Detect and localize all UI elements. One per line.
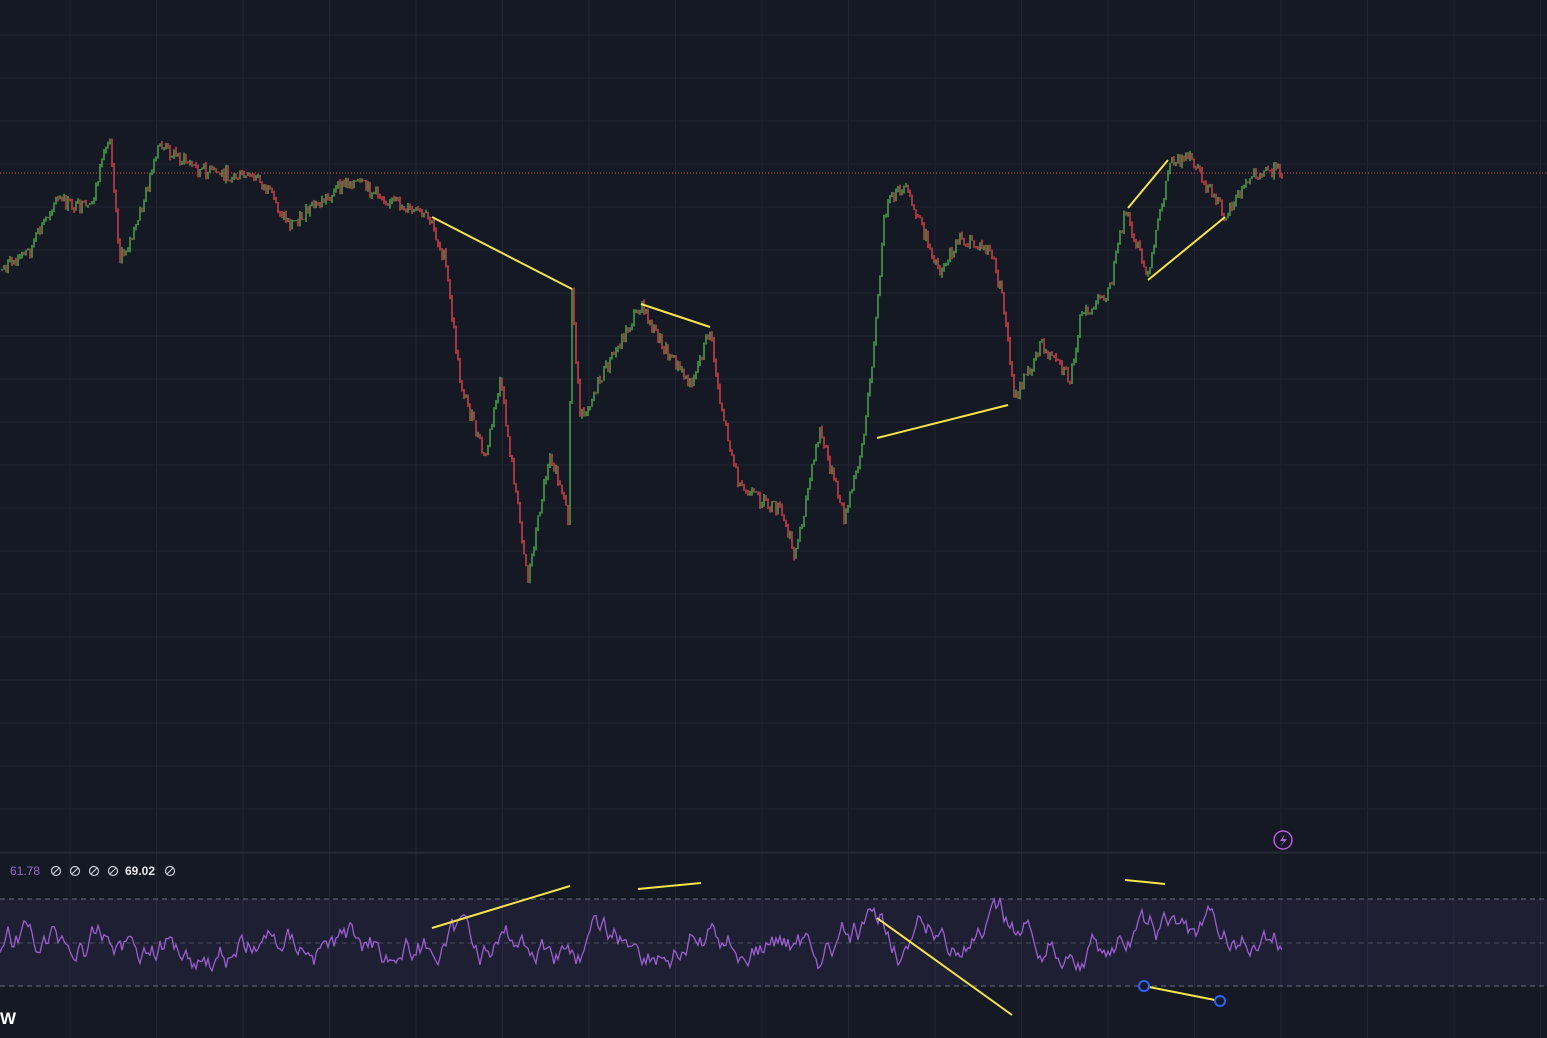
hidden-icon[interactable]	[107, 865, 119, 877]
icon-slash	[71, 867, 79, 875]
rsi-line	[0, 896, 1283, 973]
logo[interactable]: W	[0, 1009, 17, 1028]
hidden-icon[interactable]	[69, 865, 81, 877]
icon-slash	[52, 867, 60, 875]
hidden-icon[interactable]	[164, 865, 176, 877]
icon-slash	[90, 867, 98, 875]
hidden-icon[interactable]	[50, 865, 62, 877]
icon-slash	[109, 867, 117, 875]
alert-button[interactable]	[1273, 830, 1293, 850]
divergence-lines	[431, 159, 1226, 1016]
anchor-point[interactable]	[1138, 980, 1150, 992]
rsi-ma-value: 69.02	[125, 864, 155, 878]
trend-line	[1143, 985, 1221, 1002]
legend-icons	[50, 865, 176, 877]
trend-line	[1147, 216, 1226, 281]
trend-line	[1124, 879, 1166, 885]
alert-icon	[1280, 834, 1287, 846]
trend-line	[640, 303, 711, 328]
trend-line	[431, 885, 571, 929]
icon-slash	[166, 867, 174, 875]
alert-circle	[1273, 830, 1293, 850]
trend-line	[1127, 159, 1169, 209]
trend-line	[431, 216, 573, 290]
trend-line	[637, 882, 702, 890]
trend-line	[876, 917, 1013, 1016]
rsi-value: 61.78	[10, 864, 40, 878]
price-series	[1, 138, 1283, 584]
hidden-icon[interactable]	[88, 865, 100, 877]
trend-line	[876, 404, 1009, 439]
rsi-series	[0, 896, 1283, 973]
anchor-point[interactable]	[1214, 995, 1226, 1007]
